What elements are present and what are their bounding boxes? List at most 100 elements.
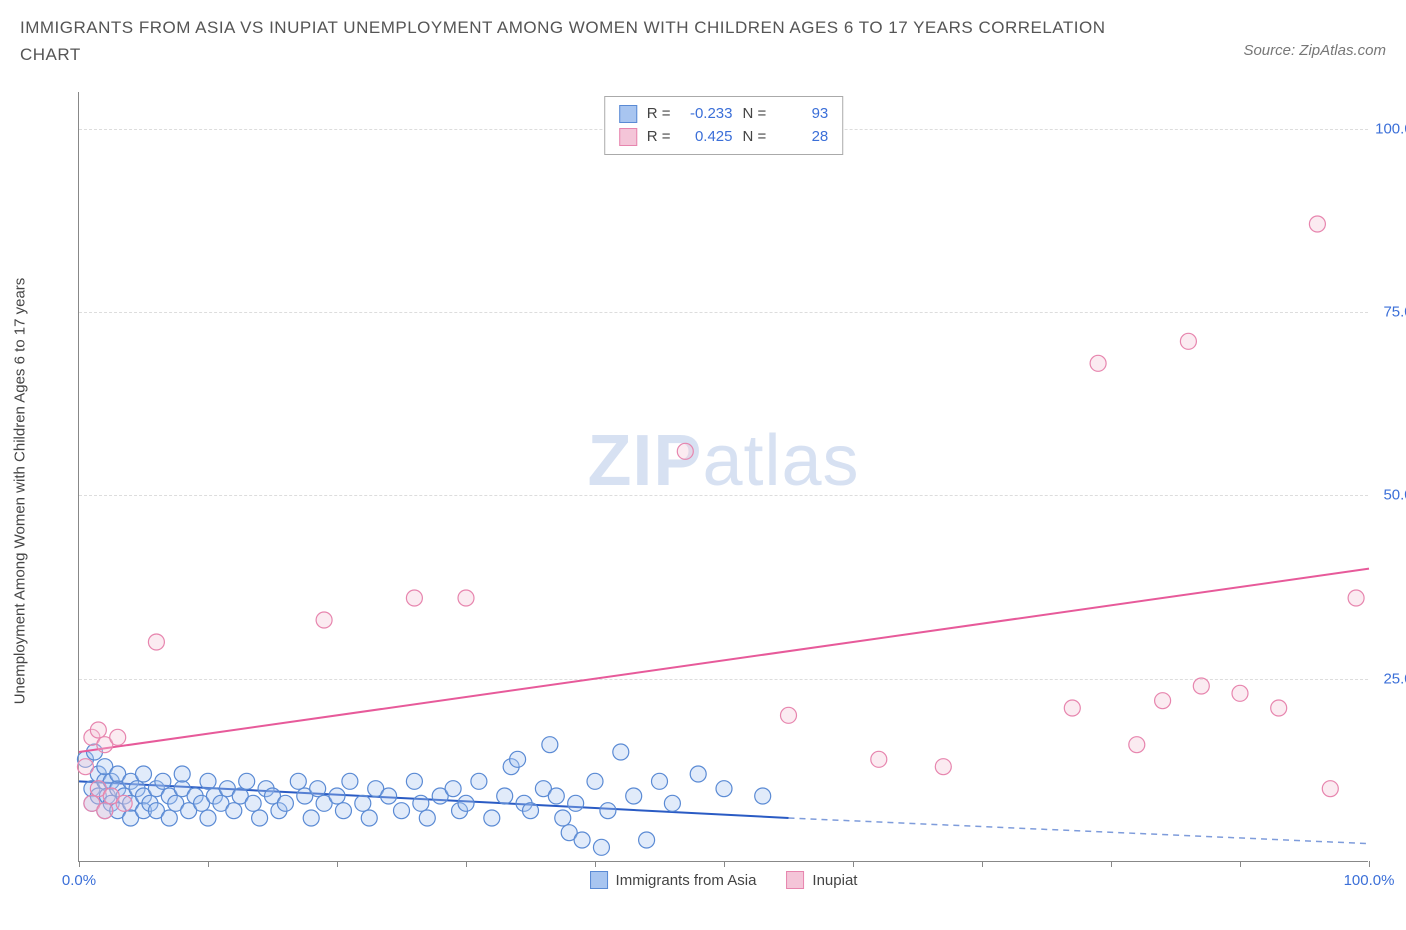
plot-area: ZIPatlas R = -0.233 N = 93 R = 0.425 N =… <box>78 92 1368 862</box>
data-point <box>1309 216 1325 232</box>
data-point <box>1155 693 1171 709</box>
y-axis-label: Unemployment Among Women with Children A… <box>12 278 29 705</box>
data-point <box>1090 355 1106 371</box>
data-point <box>1064 700 1080 716</box>
y-tick-label: 100.0% <box>1375 120 1406 137</box>
x-tick <box>1240 861 1241 867</box>
legend-item-0: Immigrants from Asia <box>590 871 757 889</box>
bottom-legend: Immigrants from Asia Inupiat <box>590 871 858 889</box>
data-point <box>161 810 177 826</box>
data-point <box>690 766 706 782</box>
data-point <box>1232 685 1248 701</box>
data-point <box>548 788 564 804</box>
data-point <box>316 612 332 628</box>
data-point <box>245 795 261 811</box>
x-tick <box>1111 861 1112 867</box>
trend-line <box>79 569 1369 752</box>
data-point <box>335 803 351 819</box>
source-label: Source: ZipAtlas.com <box>1243 42 1386 59</box>
chart-title: IMMIGRANTS FROM ASIA VS INUPIAT UNEMPLOY… <box>20 14 1120 68</box>
data-point <box>600 803 616 819</box>
x-tick-label: 100.0% <box>1344 872 1395 889</box>
data-point <box>148 634 164 650</box>
x-tick <box>208 861 209 867</box>
data-point <box>587 773 603 789</box>
data-point <box>935 759 951 775</box>
y-tick-label: 25.0% <box>1383 670 1406 687</box>
data-point <box>226 803 242 819</box>
data-point <box>342 773 358 789</box>
data-point <box>523 803 539 819</box>
data-point <box>510 751 526 767</box>
data-point <box>593 839 609 855</box>
data-point <box>445 781 461 797</box>
r-value-1: 0.425 <box>681 126 733 149</box>
data-point <box>484 810 500 826</box>
data-point <box>626 788 642 804</box>
title-bar: IMMIGRANTS FROM ASIA VS INUPIAT UNEMPLOY… <box>0 0 1406 68</box>
data-point <box>329 788 345 804</box>
n-label: N = <box>743 103 767 126</box>
data-point <box>200 773 216 789</box>
data-point <box>613 744 629 760</box>
data-point <box>419 810 435 826</box>
stats-row-0: R = -0.233 N = 93 <box>619 103 829 126</box>
data-point <box>97 803 113 819</box>
x-tick <box>466 861 467 867</box>
legend-label-0: Immigrants from Asia <box>616 872 757 889</box>
n-value-1: 28 <box>776 126 828 149</box>
data-point <box>110 729 126 745</box>
legend-swatch-1 <box>786 871 804 889</box>
legend-item-1: Inupiat <box>786 871 857 889</box>
data-point <box>871 751 887 767</box>
x-tick <box>595 861 596 867</box>
stats-box: R = -0.233 N = 93 R = 0.425 N = 28 <box>604 96 844 155</box>
swatch-inupiat <box>619 128 637 146</box>
data-point <box>1193 678 1209 694</box>
data-point <box>394 803 410 819</box>
data-point <box>90 722 106 738</box>
data-point <box>458 795 474 811</box>
trend-line-ext <box>789 818 1370 844</box>
data-point <box>716 781 732 797</box>
data-point <box>136 766 152 782</box>
swatch-asia <box>619 105 637 123</box>
n-value-0: 93 <box>776 103 828 126</box>
data-point <box>568 795 584 811</box>
data-point <box>1348 590 1364 606</box>
data-point <box>277 795 293 811</box>
data-point <box>355 795 371 811</box>
data-point <box>252 810 268 826</box>
x-tick <box>1369 861 1370 867</box>
x-tick <box>982 861 983 867</box>
stats-row-1: R = 0.425 N = 28 <box>619 126 829 149</box>
data-point <box>77 759 93 775</box>
data-point <box>574 832 590 848</box>
data-point <box>239 773 255 789</box>
x-tick <box>79 861 80 867</box>
data-point <box>652 773 668 789</box>
data-point <box>406 590 422 606</box>
data-point <box>677 443 693 459</box>
data-point <box>116 795 132 811</box>
data-point <box>361 810 377 826</box>
data-point <box>542 737 558 753</box>
n-label: N = <box>743 126 767 149</box>
data-point <box>555 810 571 826</box>
data-point <box>458 590 474 606</box>
data-point <box>413 795 429 811</box>
data-point <box>1129 737 1145 753</box>
data-point <box>310 781 326 797</box>
legend-label-1: Inupiat <box>812 872 857 889</box>
chart-svg <box>79 92 1368 861</box>
r-value-0: -0.233 <box>681 103 733 126</box>
x-tick <box>724 861 725 867</box>
r-label: R = <box>647 103 671 126</box>
data-point <box>497 788 513 804</box>
data-point <box>290 773 306 789</box>
data-point <box>639 832 655 848</box>
legend-swatch-0 <box>590 871 608 889</box>
data-point <box>471 773 487 789</box>
x-tick <box>853 861 854 867</box>
data-point <box>664 795 680 811</box>
